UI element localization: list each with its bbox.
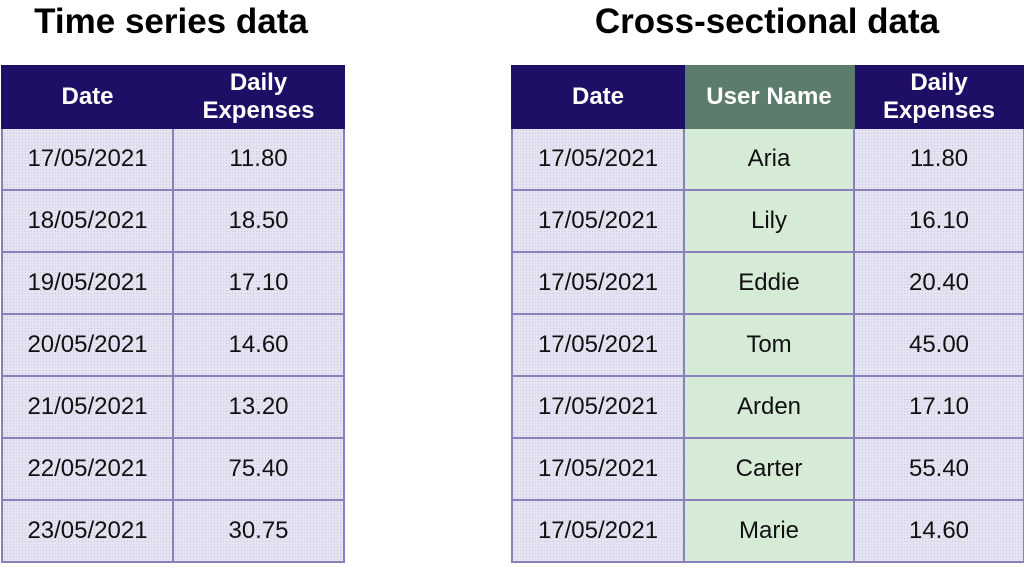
cell-daily-expenses: 11.80: [172, 127, 345, 191]
cell-daily-expenses: 20.40: [853, 251, 1024, 315]
table-row: 19/05/2021 17.10: [1, 251, 345, 315]
time-series-title: Time series data: [34, 2, 308, 41]
cell-daily-expenses: 75.40: [172, 437, 345, 501]
cell-daily-expenses: 14.60: [853, 499, 1024, 563]
table-row: 17/05/2021 Marie 14.60: [511, 499, 1024, 563]
cell-date: 23/05/2021: [1, 499, 174, 563]
header-daily-expenses-label: Daily Expenses: [882, 69, 996, 124]
cell-daily-expenses: 11.80: [853, 127, 1024, 191]
cell-date: 17/05/2021: [511, 189, 685, 253]
table-row: 17/05/2021 Arden 17.10: [511, 375, 1024, 439]
header-row: Date User Name Daily Expenses: [511, 65, 1024, 129]
header-row: Date Daily Expenses: [1, 65, 345, 129]
cell-user-name: Aria: [683, 127, 855, 191]
cell-date: 17/05/2021: [511, 251, 685, 315]
cell-date: 20/05/2021: [1, 313, 174, 377]
header-user-name: User Name: [683, 65, 855, 129]
cell-user-name: Marie: [683, 499, 855, 563]
table-row: 22/05/2021 75.40: [1, 437, 345, 501]
header-date: Date: [511, 65, 685, 129]
cell-date: 17/05/2021: [511, 437, 685, 501]
header-daily-expenses-label: Daily Expenses: [202, 69, 315, 124]
table-row: 17/05/2021 Eddie 20.40: [511, 251, 1024, 315]
cell-date: 18/05/2021: [1, 189, 174, 253]
cell-daily-expenses: 17.10: [172, 251, 345, 315]
cell-user-name: Carter: [683, 437, 855, 501]
cell-daily-expenses: 45.00: [853, 313, 1024, 377]
table-row: 17/05/2021 Aria 11.80: [511, 127, 1024, 191]
table-row: 23/05/2021 30.75: [1, 499, 345, 563]
table-row: 17/05/2021 Carter 55.40: [511, 437, 1024, 501]
cell-date: 17/05/2021: [1, 127, 174, 191]
cell-date: 17/05/2021: [511, 313, 685, 377]
cell-daily-expenses: 30.75: [172, 499, 345, 563]
cross-sectional-title: Cross-sectional data: [594, 2, 940, 41]
cell-daily-expenses: 18.50: [172, 189, 345, 253]
cell-user-name: Tom: [683, 313, 855, 377]
cell-date: 17/05/2021: [511, 127, 685, 191]
cell-user-name: Eddie: [683, 251, 855, 315]
table-row: 17/05/2021 Tom 45.00: [511, 313, 1024, 377]
cell-daily-expenses: 16.10: [853, 189, 1024, 253]
cell-user-name: Arden: [683, 375, 855, 439]
cell-date: 19/05/2021: [1, 251, 174, 315]
table-row: 17/05/2021 11.80: [1, 127, 345, 191]
cross-sectional-table: Date User Name Daily Expenses 17/05/2021…: [511, 65, 1024, 563]
cell-date: 17/05/2021: [511, 375, 685, 439]
cell-date: 17/05/2021: [511, 499, 685, 563]
table-row: 18/05/2021 18.50: [1, 189, 345, 253]
cell-daily-expenses: 14.60: [172, 313, 345, 377]
header-daily-expenses: Daily Expenses: [172, 65, 345, 129]
time-series-table: Date Daily Expenses 17/05/2021 11.80 18/05…: [1, 65, 345, 563]
table-row: 21/05/2021 13.20: [1, 375, 345, 439]
cell-daily-expenses: 17.10: [853, 375, 1024, 439]
header-daily-expenses: Daily Expenses: [853, 65, 1024, 129]
cell-user-name: Lily: [683, 189, 855, 253]
cell-date: 22/05/2021: [1, 437, 174, 501]
header-date: Date: [1, 65, 174, 129]
cell-daily-expenses: 13.20: [172, 375, 345, 439]
cell-daily-expenses: 55.40: [853, 437, 1024, 501]
cell-date: 21/05/2021: [1, 375, 174, 439]
table-row: 17/05/2021 Lily 16.10: [511, 189, 1024, 253]
table-row: 20/05/2021 14.60: [1, 313, 345, 377]
